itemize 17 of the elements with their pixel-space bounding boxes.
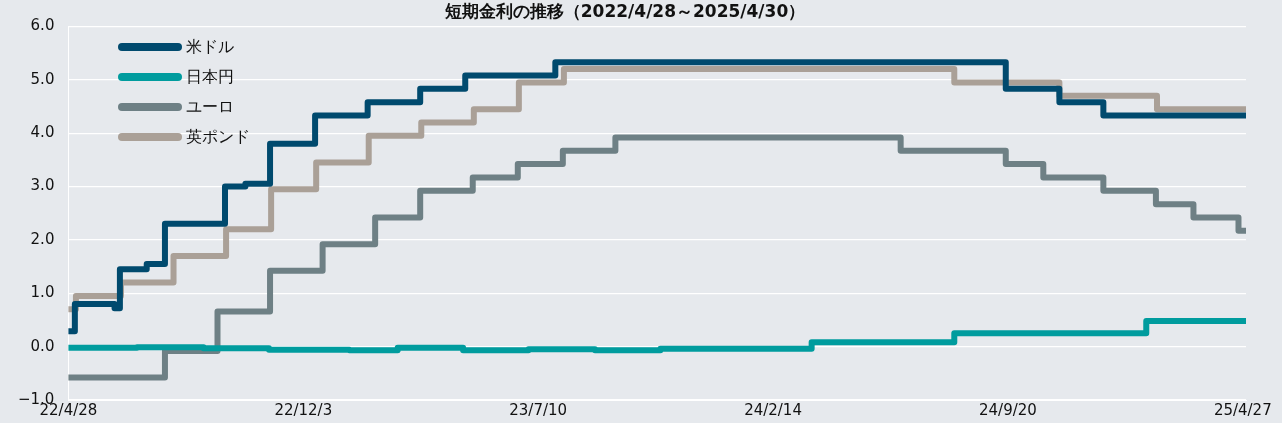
- y-tick-label: 6.0: [30, 16, 55, 35]
- x-tick-label: 23/7/10: [509, 400, 568, 419]
- legend-label: 英ポンド: [186, 126, 251, 148]
- y-tick-label: 5.0: [30, 69, 55, 88]
- legend-label: 日本円: [186, 66, 235, 88]
- x-tick-label: 24/2/14: [744, 400, 802, 419]
- y-tick-label: 2.0: [30, 229, 55, 248]
- y-tick-label: 3.0: [30, 176, 55, 195]
- x-tick-label: 25/4/27: [1213, 400, 1272, 419]
- y-tick-label: 4.0: [30, 123, 55, 142]
- y-tick-label: 0.0: [30, 336, 55, 355]
- legend-label: 米ドル: [186, 36, 235, 58]
- y-tick-label: 1.0: [30, 283, 55, 302]
- x-tick-label: 24/9/20: [979, 400, 1037, 419]
- chart-title: 短期金利の推移（2022/4/28～2025/4/30）: [443, 0, 806, 21]
- x-tick-label: 22/12/3: [274, 400, 333, 419]
- legend-label: ユーロ: [186, 96, 235, 118]
